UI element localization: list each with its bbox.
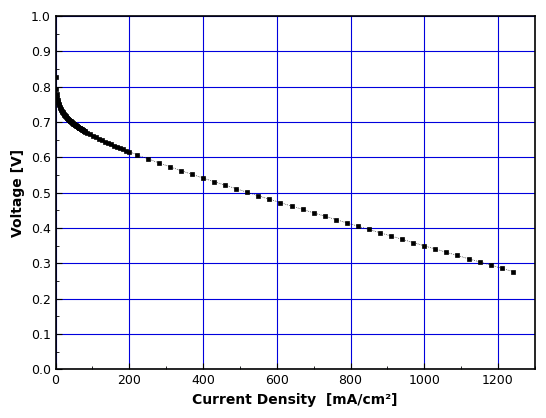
Y-axis label: Voltage [V]: Voltage [V] bbox=[11, 149, 25, 237]
X-axis label: Current Density  [mA/cm²]: Current Density [mA/cm²] bbox=[192, 393, 398, 407]
